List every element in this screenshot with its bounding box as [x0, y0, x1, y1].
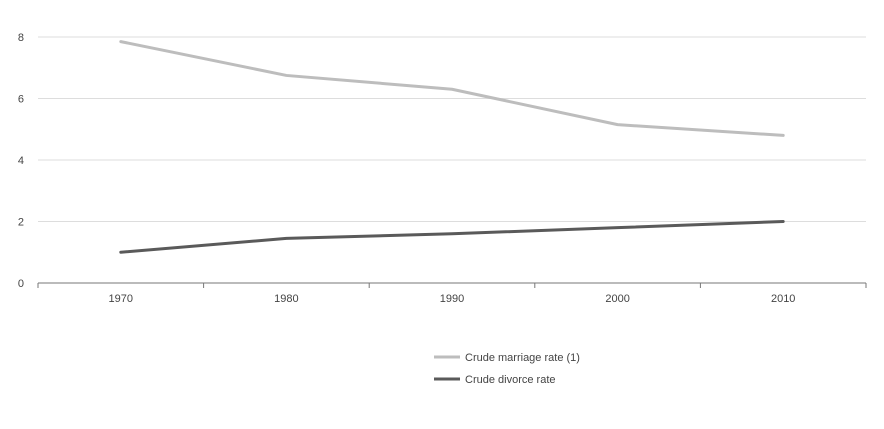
- legend-label: Crude divorce rate: [465, 374, 556, 386]
- x-tick-label: 1990: [440, 293, 464, 305]
- gridlines: [38, 36, 866, 222]
- x-tick-label: 2010: [771, 293, 795, 305]
- x-tick-label: 2000: [605, 293, 629, 305]
- y-tick-label: 6: [18, 94, 24, 106]
- x-tick-label: 1980: [274, 293, 298, 305]
- x-tick-label: 1970: [109, 293, 133, 305]
- y-tick-label: 2: [18, 217, 24, 229]
- series-line-1: [119, 220, 785, 254]
- legend: Crude marriage rate (1) Crude divorce rat…: [434, 352, 580, 386]
- y-axis: 0 2 4 6 8: [18, 32, 24, 290]
- y-tick-label: 8: [18, 32, 24, 44]
- legend-label: Crude marriage rate (1): [465, 352, 580, 364]
- y-tick-label: 0: [18, 278, 24, 290]
- series-lines: [119, 40, 785, 254]
- series-line-0: [119, 40, 785, 137]
- x-axis: 1970 1980 1990 2000 2010: [37, 283, 867, 305]
- y-tick-label: 4: [18, 155, 24, 167]
